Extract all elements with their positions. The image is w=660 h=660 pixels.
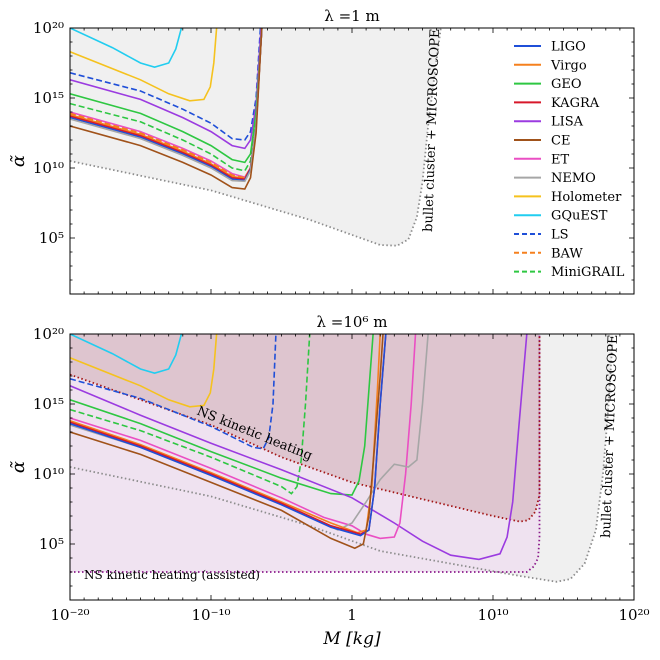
annotation-bullet-cluster: bullet cluster + MICROSCOPE	[421, 28, 443, 232]
y-tick-label: 10²⁰	[33, 325, 64, 343]
panel-title: λ =1 m	[324, 7, 379, 25]
legend: LIGO Virgo GEO KAGRA LISA CE ET NEMO Holometer GQ…	[514, 40, 625, 280]
series-lisa	[70, 28, 262, 150]
legend-label-ligo: LIGO	[551, 40, 586, 55]
x-axis-label: M [kg]	[322, 629, 381, 649]
legend-label-nemo: NEMO	[551, 171, 596, 186]
panel-title: λ =10⁶ m	[317, 313, 388, 331]
y-axis-label: α̃	[8, 461, 29, 473]
ns-kinetic-boundary	[70, 334, 541, 523]
y-tick-label: 10¹⁵	[33, 395, 64, 413]
legend-label-et: ET	[551, 152, 569, 167]
series-lisa	[70, 334, 528, 561]
series-et	[70, 334, 417, 540]
legend-label-virgo: Virgo	[550, 58, 587, 73]
series-ligo	[70, 334, 387, 537]
series-ls	[70, 28, 262, 141]
bullet-cluster-boundary	[70, 334, 614, 583]
y-tick-label: 10¹⁵	[33, 89, 64, 107]
x-tick-label: 1	[347, 606, 357, 624]
ns-kinetic-region	[70, 334, 540, 522]
legend-label-gquest: GQuEST	[551, 209, 608, 224]
series-minigrail	[70, 334, 311, 495]
ns-assisted-boundary	[70, 334, 541, 573]
x-tick-label: 10²⁰	[618, 606, 649, 624]
panel-2: 10⁵ 10¹⁰ 10¹⁵ 10²⁰ 10⁻²⁰ 10⁻¹⁰ 1 10¹⁰ 10²⁰ M [kg]…	[8, 313, 650, 649]
series-ls	[70, 334, 277, 450]
series-nemo	[70, 28, 263, 183]
panel-1: 10⁵ 10¹⁰ 10¹⁵ 10²⁰ α̃ λ =1 m bullet cluster + …	[8, 7, 635, 295]
bullet-cluster-boundary	[70, 28, 442, 247]
series-geo	[70, 28, 263, 164]
x-tick-label: 10¹⁰	[477, 606, 508, 624]
plot-area	[70, 334, 614, 583]
series-gquest	[70, 334, 183, 375]
legend-label-baw: BAW	[551, 246, 583, 261]
series-ce	[70, 28, 263, 190]
legend-label-geo: GEO	[551, 77, 582, 92]
series-minigrail	[70, 28, 263, 172]
x-tick-label: 10⁻¹⁰	[191, 606, 230, 624]
series-ce	[70, 334, 384, 550]
series-holometer	[70, 334, 218, 408]
annotation-bullet-cluster: bullet cluster + MICROSCOPE	[599, 334, 621, 538]
y-tick-label: 10⁵	[39, 535, 64, 553]
y-tick-label: 10²⁰	[33, 19, 64, 37]
series-gquest	[70, 28, 183, 69]
y-tick-label: 10⁵	[39, 229, 64, 247]
legend-label-kagra: KAGRA	[551, 96, 600, 111]
x-tick-label: 10⁻²⁰	[50, 606, 89, 624]
legend-label-ce: CE	[551, 134, 570, 149]
series-holometer	[70, 28, 218, 102]
y-axis-label: α̃	[8, 155, 29, 167]
legend-label-lisa: LISA	[551, 115, 584, 130]
legend-label-ls: LS	[551, 228, 569, 243]
plot-area	[70, 28, 442, 247]
annotation-ns-assisted: NS kinetic heating (assisted)	[84, 568, 260, 582]
y-tick-label: 10¹⁰	[33, 465, 64, 483]
y-tick-label: 10¹⁰	[33, 159, 64, 177]
legend-label-minigrail: MiniGRAIL	[551, 265, 625, 280]
legend-label-holometer: Holometer	[551, 190, 622, 205]
